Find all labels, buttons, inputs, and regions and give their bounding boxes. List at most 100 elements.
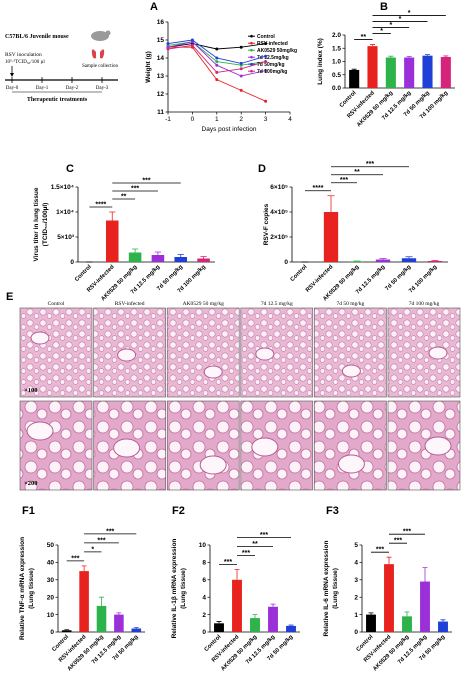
- chart: C Virus titer in lung tissue (TCID₅₀/100µl…: [33, 163, 215, 302]
- arrow: [10, 73, 14, 77]
- inoculation: RSV inoculation: [5, 52, 42, 58]
- bar: [79, 571, 89, 632]
- bar: [402, 616, 412, 632]
- y-tick-label: 0: [50, 629, 54, 636]
- error-bar: [404, 611, 410, 617]
- legend-label: RSV-infected: [257, 41, 288, 47]
- y-tick-label: 6×10⁵: [270, 184, 288, 191]
- y-tick-label: 4×10⁵: [270, 209, 288, 216]
- bar: [174, 257, 188, 262]
- airway: [26, 421, 54, 441]
- error-bar: [369, 44, 376, 47]
- point: [239, 88, 243, 92]
- panel-letter: F1: [22, 505, 35, 517]
- significance-label: ***: [403, 529, 411, 536]
- error-bar: [64, 629, 70, 631]
- column-header: 7d 100 mg/kg: [409, 301, 440, 307]
- significance-label: ***: [242, 550, 250, 557]
- y-tick-label: 1: [354, 612, 358, 619]
- bar: [214, 623, 224, 632]
- x-tick-label: 4: [288, 116, 292, 123]
- treatment: Therapeutic treatments: [27, 97, 88, 103]
- significance-label: *: [399, 16, 402, 23]
- error-bar: [116, 612, 122, 615]
- y-tick-label: 2.0: [332, 32, 341, 39]
- significance-label: *: [389, 22, 392, 29]
- significance-label: ***: [260, 532, 268, 539]
- point: [239, 74, 243, 78]
- significance-label: **: [121, 193, 127, 200]
- bar: [404, 57, 415, 88]
- point: [190, 38, 194, 42]
- bar: [420, 581, 430, 632]
- airway: [341, 364, 361, 378]
- histology-image: [314, 307, 387, 398]
- point: [239, 45, 243, 49]
- point: [166, 42, 170, 46]
- point: [190, 43, 194, 47]
- significance-label: *: [91, 546, 94, 553]
- error-bar: [154, 251, 162, 255]
- significance-label: **: [361, 34, 367, 41]
- x-tick-label: -1: [165, 116, 171, 123]
- y-tick-label: 3: [354, 577, 358, 584]
- panel-letter: F2: [172, 505, 185, 517]
- chart: F3 Relative IL-6 mRNA expression (Lung tis…: [323, 505, 452, 672]
- error-bar: [252, 614, 258, 619]
- y-tick-label: 5: [354, 542, 358, 549]
- error-bar: [379, 258, 387, 260]
- airway: [199, 455, 227, 475]
- significance-label: ***: [71, 555, 79, 562]
- y-tick-label: 0.0: [332, 85, 341, 92]
- bar: [384, 564, 394, 632]
- y-tick-label: 2: [354, 594, 358, 601]
- column-header: Control: [48, 301, 65, 307]
- point: [264, 69, 268, 73]
- y-tick-label: 8: [202, 560, 206, 567]
- significance-label: ***: [97, 537, 105, 544]
- y-axis-title: (Lung tissue): [332, 568, 339, 609]
- bar: [268, 606, 278, 632]
- day-label: Day-1: [36, 86, 49, 91]
- y-tick-label: 4: [202, 594, 206, 601]
- error-bar: [405, 256, 413, 259]
- magnification: ×100: [24, 387, 37, 394]
- point: [215, 70, 219, 74]
- significance-label: ***: [366, 161, 374, 168]
- y-tick-label: 1.5: [332, 45, 341, 52]
- y-tick-label: 0: [70, 259, 74, 266]
- point: [239, 67, 243, 71]
- y-axis-title: Lung index (%): [317, 38, 324, 85]
- histology-image: [166, 307, 240, 398]
- bar: [286, 625, 296, 632]
- y-tick-label: 1.5×10⁴: [51, 184, 74, 191]
- bar: [131, 628, 142, 632]
- x-tick-label: 7d 50 mg/kg: [384, 264, 412, 292]
- y-tick-label: 2×10⁵: [270, 234, 288, 241]
- airway: [251, 437, 279, 457]
- bar: [151, 255, 165, 262]
- magnification: ×200: [24, 480, 37, 487]
- panel-letter: D: [258, 163, 266, 175]
- y-tick-label: 12: [157, 91, 165, 98]
- bar: [349, 261, 365, 262]
- bar: [438, 621, 448, 632]
- bar: [401, 258, 417, 262]
- error-bar: [133, 627, 139, 629]
- point: [215, 63, 219, 67]
- point: [166, 47, 170, 51]
- day-label: Day-2: [66, 86, 79, 91]
- significance-label: ***: [224, 559, 232, 566]
- bar: [61, 630, 72, 632]
- panel-letter: F3: [326, 505, 339, 517]
- error-bar: [81, 565, 87, 572]
- airway: [337, 454, 365, 474]
- y-axis-title: Virus titer in lung tissue: [33, 187, 40, 261]
- bar: [366, 614, 376, 632]
- y-tick-label: 0: [284, 259, 288, 266]
- airway: [424, 436, 452, 456]
- y-tick-label: 20: [47, 594, 55, 601]
- bar: [197, 258, 210, 262]
